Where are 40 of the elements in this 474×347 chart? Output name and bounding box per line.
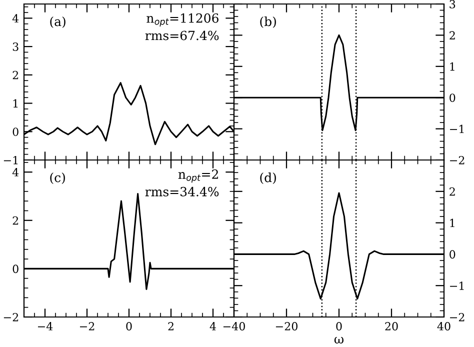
- y-tick-label: −2: [450, 312, 464, 322]
- annotation: (a): [50, 16, 66, 28]
- annotation: n$_{opt}$=2: [178, 169, 218, 183]
- y-tick-label: 3: [450, 0, 456, 8]
- y-tick-label: 1: [450, 218, 454, 228]
- x-tick-label: 0: [126, 322, 132, 330]
- y-tick-label: 0: [12, 128, 18, 136]
- y-tick-label: 2: [12, 216, 18, 225]
- annotation: (c): [50, 172, 65, 184]
- y-tick-label: −1: [4, 156, 18, 164]
- x-tick-label: −4: [38, 322, 53, 330]
- x-tick-label: 4: [210, 322, 216, 330]
- y-tick-label: 1: [13, 99, 18, 108]
- x-tick-label: −20: [276, 322, 298, 330]
- annotation: rms=67.4%: [145, 30, 219, 40]
- y-tick-label: 2: [450, 187, 455, 196]
- y-tick-label: −1: [450, 124, 464, 134]
- y-tick-label: 3: [12, 42, 18, 51]
- y-tick-label: −2: [4, 312, 18, 322]
- x-tick-label: 40: [437, 322, 450, 330]
- y-tick-label: 2: [450, 31, 455, 40]
- y-tick-label: 0: [450, 94, 456, 102]
- y-tick-label: 0: [450, 250, 456, 259]
- y-tick-label: 1: [450, 62, 454, 71]
- y-tick-label: −1: [450, 282, 464, 290]
- x-tick-label: 20: [385, 322, 398, 330]
- x-tick-label: 2: [168, 322, 174, 330]
- y-tick-label: 2: [12, 70, 18, 80]
- x-tick-label: −40: [223, 322, 245, 330]
- x-tick-label: −2: [80, 322, 94, 330]
- annotation: n$_{opt}$=11206: [146, 13, 218, 27]
- y-tick-label: −2: [450, 156, 464, 164]
- y-tick-label: 4: [12, 168, 19, 176]
- annotation: (b): [260, 16, 276, 28]
- x-tick-label: 0: [336, 322, 342, 330]
- x-axis-title: ω: [334, 337, 344, 344]
- y-tick-label: 4: [12, 14, 19, 22]
- annotation: rms=34.4%: [145, 186, 219, 196]
- annotation: (d): [260, 172, 276, 184]
- y-tick-label: 0: [12, 264, 18, 274]
